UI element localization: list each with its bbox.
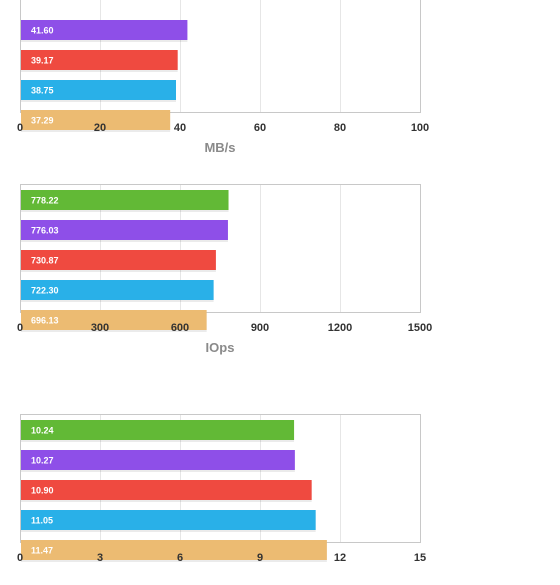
bar-value-label: 11.05 — [31, 516, 53, 526]
bar — [21, 20, 188, 40]
bar — [21, 420, 295, 440]
x-tick-label: 40 — [174, 122, 186, 134]
x-tick-label: 600 — [171, 322, 189, 334]
x-tick-label: 12 — [334, 552, 346, 564]
bar — [21, 110, 171, 130]
bar-value-label: 776.03 — [31, 226, 59, 236]
bar — [21, 50, 178, 70]
chart-3: 10.24 10.27 10.90 11.05 11.47 0 3 6 9 12 15 — [17, 414, 426, 564]
x-tick-label: 6 — [177, 552, 183, 564]
bar — [21, 480, 312, 500]
x-tick-label: 300 — [91, 322, 109, 334]
x-tick-label: 1200 — [328, 322, 352, 334]
bar-value-label: 10.90 — [31, 486, 54, 496]
bar — [21, 310, 207, 330]
bar-value-label: 778.22 — [31, 196, 59, 206]
bar-value-label: 696.13 — [31, 316, 59, 326]
chart-1: 41.60 39.17 38.75 37.29 0 20 40 60 80 100 MB/s — [17, 0, 429, 155]
chart-2: 778.22 776.03 730.87 722.30 696.13 0 300 600 900… — [17, 184, 432, 355]
x-axis-title: IOps — [206, 340, 235, 355]
bar-value-label: 39.17 — [31, 56, 54, 66]
x-tick-label: 3 — [97, 552, 103, 564]
bar-value-label: 722.30 — [31, 286, 59, 296]
bar — [21, 510, 316, 530]
bar — [21, 190, 229, 210]
x-tick-label: 100 — [411, 122, 429, 134]
bar — [21, 250, 216, 270]
x-tick-label: 1500 — [408, 322, 432, 334]
bar-value-label: 41.60 — [31, 26, 54, 36]
x-tick-label: 80 — [334, 122, 346, 134]
x-tick-label: 0 — [17, 552, 23, 564]
bar — [21, 220, 228, 240]
x-axis-title: MB/s — [204, 140, 235, 155]
bar — [21, 450, 295, 470]
bar — [21, 280, 214, 300]
bar-value-label: 37.29 — [31, 116, 54, 126]
bar — [21, 540, 327, 560]
x-tick-label: 15 — [414, 552, 426, 564]
bar-value-label: 11.47 — [31, 546, 53, 556]
bar-value-label: 38.75 — [31, 86, 54, 96]
x-tick-label: 9 — [257, 552, 263, 564]
x-tick-label: 60 — [254, 122, 266, 134]
bar-value-label: 730.87 — [31, 256, 59, 266]
bar-value-label: 10.27 — [31, 456, 54, 466]
bar — [21, 80, 176, 100]
x-tick-label: 0 — [17, 322, 23, 334]
x-tick-label: 900 — [251, 322, 269, 334]
x-tick-label: 20 — [94, 122, 106, 134]
bar-value-label: 10.24 — [31, 426, 54, 436]
x-tick-label: 0 — [17, 122, 23, 134]
